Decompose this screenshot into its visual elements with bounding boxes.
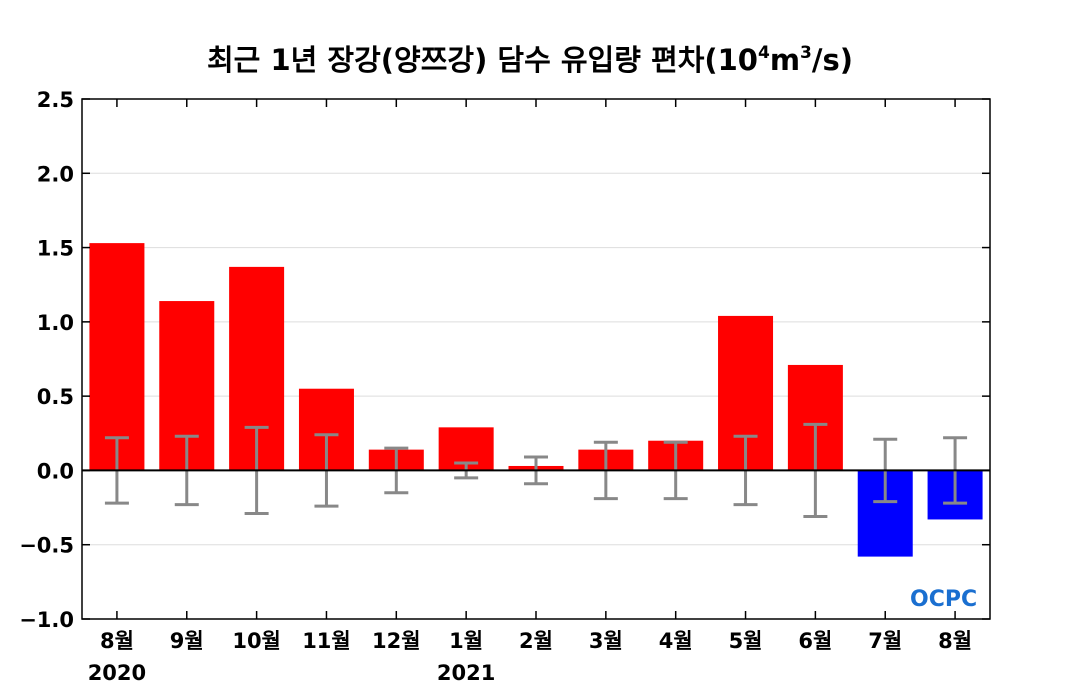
x-tick-label: 12월	[372, 629, 421, 653]
ocpc-logo: OCPC	[910, 587, 977, 612]
y-tick-label: 0.5	[37, 385, 74, 409]
x-tick-label: 8월	[938, 629, 972, 653]
x-tick-label: 4월	[659, 629, 693, 653]
x-tick-label: 7월	[868, 629, 902, 653]
ocpc-logo-text: OCPC	[910, 587, 977, 612]
axes	[81, 98, 991, 620]
x-year-label: 2020	[88, 661, 146, 685]
x-tick-label: 5월	[729, 629, 763, 653]
y-tick-label: 0.0	[37, 459, 74, 483]
x-tick-labels: 8월 9월 10월 11월 12월 1월 2월 3월 4월 5월 6월 7월 8월 2020 2021	[88, 629, 972, 685]
x-tick-label: 2월	[519, 629, 553, 653]
x-tick-label: 3월	[589, 629, 623, 653]
x-year-label: 2021	[437, 661, 495, 685]
x-tick-label: 1월	[449, 629, 483, 653]
y-tick-label: 1.0	[37, 311, 74, 335]
chart-title: 최근 1년 장강(양쯔강) 담수 유입량 편차(104m3/s)	[207, 43, 853, 77]
y-tick-labels: 2.5 2.0 1.5 1.0 0.5 0.0 −0.5 −1.0	[19, 88, 74, 632]
y-tick-label: 2.0	[37, 162, 74, 186]
gridlines	[82, 172, 990, 546]
x-tick-label: 10월	[232, 629, 281, 653]
plot-frame	[81, 98, 991, 620]
bar	[89, 243, 145, 471]
y-tick-label: 2.5	[37, 88, 74, 112]
x-tick-label: 9월	[170, 629, 204, 653]
y-tick-label: −1.0	[19, 608, 74, 632]
bars	[89, 243, 983, 557]
y-tick-label: 1.5	[37, 237, 74, 261]
x-tick-label: 8월	[100, 629, 134, 653]
x-tick-label: 11월	[302, 629, 351, 653]
x-tick-label: 6월	[798, 629, 832, 653]
y-tick-label: −0.5	[19, 534, 74, 558]
